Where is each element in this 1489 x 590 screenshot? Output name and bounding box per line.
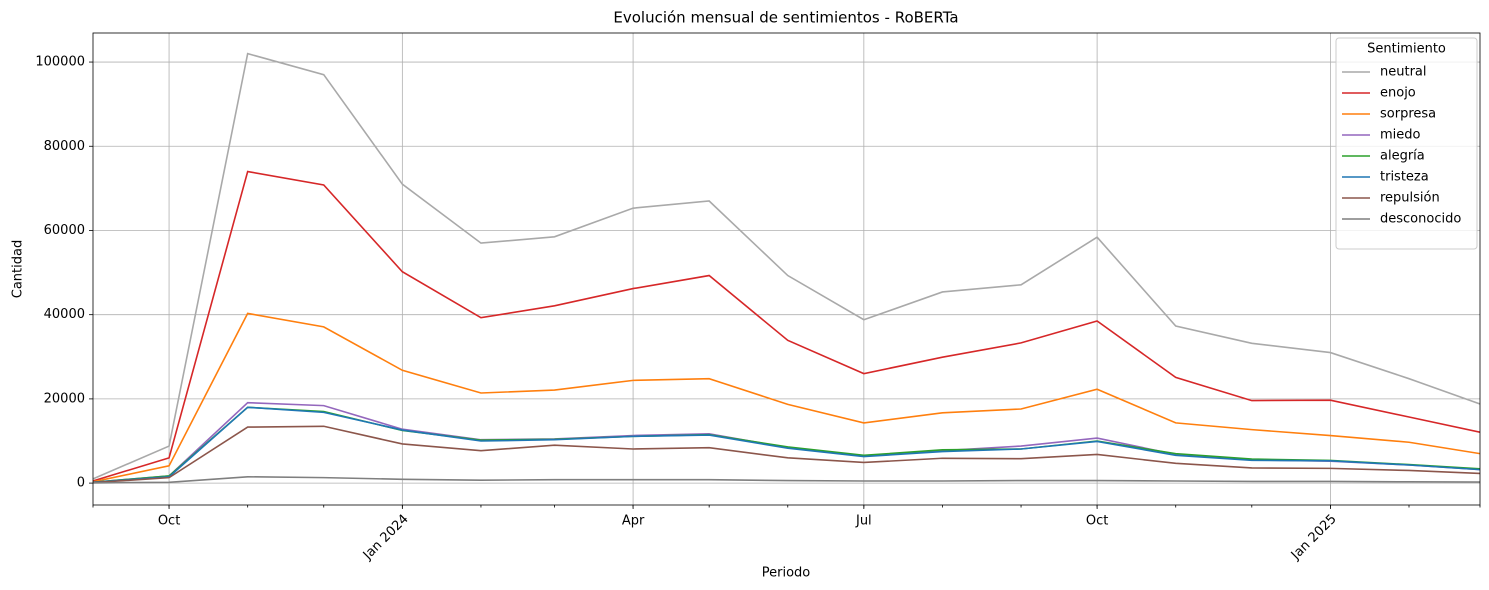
chart-title: Evolución mensual de sentimientos - RoBE… [613,9,958,27]
y-tick-label: 40000 [44,307,85,322]
y-axis-label: Cantidad [11,240,26,298]
y-tick-label: 100000 [35,55,85,70]
series-line [93,312,1480,483]
legend-label: enojo [1380,86,1416,101]
x-tick-label: Jan 2024 [360,512,412,564]
y-tick-label: 0 [77,476,85,491]
legend-label: alegría [1380,149,1425,164]
x-tick-label: Jul [855,514,872,529]
x-tick-label: Oct [158,514,180,529]
plot-frame [92,32,1481,506]
series-line [93,425,1480,484]
legend-title: Sentimiento [1367,42,1446,57]
x-tick-label: Jan 2025 [1288,512,1340,564]
y-tick-label: 80000 [44,139,85,154]
legend-label: tristeza [1380,170,1429,185]
series-line [93,475,1480,484]
legend-label: repulsión [1380,191,1440,206]
legend-box [1335,37,1478,250]
y-tick-label: 20000 [44,391,85,406]
x-tick-label: Oct [1086,514,1108,529]
series-line [93,401,1480,484]
series-line [93,406,1480,484]
series-line [93,52,1480,480]
legend-label: miedo [1380,128,1421,143]
x-axis-label: Periodo [762,566,811,581]
y-tick-label: 60000 [44,223,85,238]
x-tick-label: Apr [622,514,645,529]
grid [93,33,1480,505]
series-line [93,406,1480,484]
legend-label: neutral [1380,65,1427,80]
series-line [93,170,1480,482]
legend-label: sorpresa [1380,107,1436,122]
legend-label: desconocido [1380,212,1461,227]
